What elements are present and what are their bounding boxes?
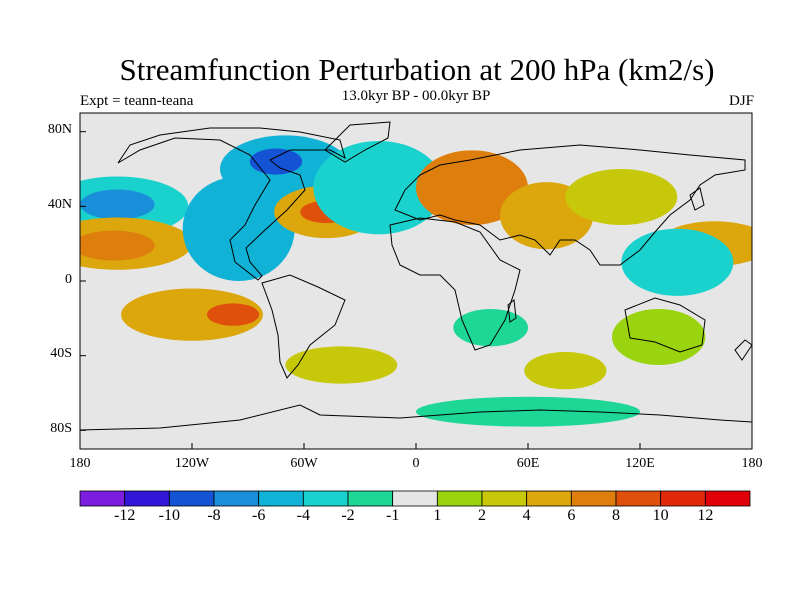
lon-tick-180w: 180 (69, 456, 91, 471)
colorbar-swatch (258, 490, 304, 507)
axis-ticks (79, 131, 753, 449)
season-label: DJF (728, 93, 754, 109)
lat-tick-80n: 80N (47, 122, 72, 137)
map-title: Streamfunction Perturbation at 200 hPa (… (119, 52, 715, 87)
lat-tick-40n: 40N (47, 197, 72, 212)
colorbar-label: 8 (612, 507, 620, 524)
contour-region (416, 150, 528, 225)
lon-tick-60w: 60W (290, 456, 318, 471)
lat-tick-80s: 80S (50, 421, 72, 436)
colorbar (79, 490, 751, 507)
colorbar-swatch (347, 490, 394, 507)
coastlines (80, 121, 752, 431)
colorbar-label: 12 (697, 507, 714, 524)
colorbar-swatch (392, 490, 438, 507)
colorbar-label: -6 (251, 507, 266, 524)
lon-tick-120w: 120W (174, 456, 210, 471)
contour-region (285, 346, 398, 384)
contour-region (621, 228, 734, 296)
colorbar-label: -12 (113, 507, 136, 524)
contour-region (182, 176, 295, 281)
colorbar-swatch (124, 490, 170, 507)
contour-region (121, 288, 263, 341)
colorbar-swatch (570, 490, 617, 507)
colorbar-label: -1 (385, 507, 400, 524)
colorbar-swatch (481, 490, 528, 507)
colorbar-swatch (615, 490, 662, 507)
lon-tick-180e: 180 (741, 456, 763, 471)
colorbar-swatch (436, 490, 483, 507)
colorbar-swatch (704, 490, 751, 507)
contour-region (416, 396, 640, 427)
colorbar-swatch (660, 490, 706, 507)
time-range-label: 13.0kyr BP - 00.0kyr BP (341, 88, 491, 104)
contour-region (206, 303, 260, 326)
contour-region (313, 141, 444, 235)
colorbar-swatch (168, 490, 215, 507)
lat-tick-40s: 40S (50, 346, 72, 361)
map-plot-area (80, 113, 752, 449)
colorbar-swatch (302, 490, 349, 507)
experiment-label: Expt = teann-teana (80, 93, 194, 109)
lon-tick-0: 0 (412, 456, 420, 471)
colorbar-label: 10 (652, 507, 669, 524)
colorbar-label: 4 (522, 507, 531, 524)
contour-region (249, 148, 303, 175)
contour-region (80, 230, 155, 261)
colorbar-label: -4 (296, 507, 310, 524)
contour-region (565, 169, 678, 225)
colorbar-swatch (213, 490, 260, 507)
colorbar-label: -10 (158, 507, 180, 524)
colorbar-swatch (526, 490, 572, 507)
lon-tick-60e: 60E (516, 456, 540, 471)
contour-region (524, 351, 607, 390)
contour-region (80, 189, 155, 220)
lat-tick-0: 0 (65, 272, 72, 287)
colorbar-label: -8 (207, 507, 221, 524)
colorbar-label: -2 (341, 507, 355, 524)
colorbar-label: 1 (433, 507, 442, 524)
colorbar-swatch (79, 490, 126, 507)
lon-tick-120e: 120E (625, 456, 655, 471)
colorbar-label: 2 (478, 507, 486, 524)
contour-fields (80, 135, 752, 427)
colorbar-label: 6 (567, 507, 576, 524)
contour-region (453, 309, 528, 347)
